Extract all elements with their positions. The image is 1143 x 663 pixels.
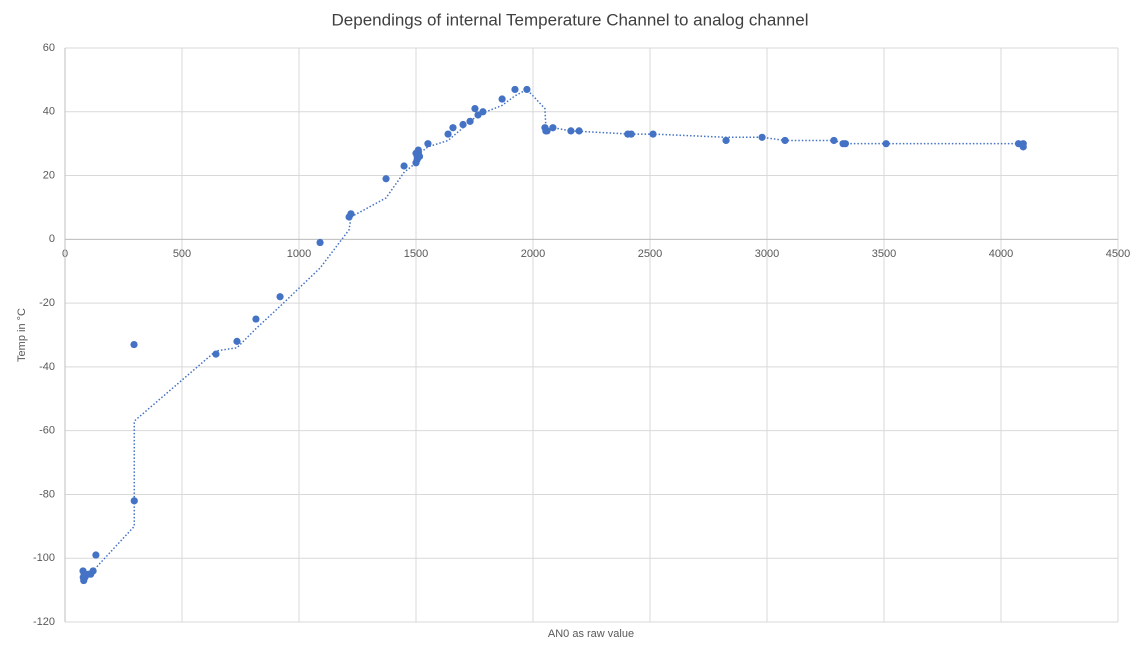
y-tick-label: 20 (43, 169, 55, 181)
y-tick-label: -40 (39, 361, 55, 373)
y-tick-label: -20 (39, 297, 55, 309)
point (471, 104, 479, 113)
point (252, 315, 260, 323)
point (479, 108, 487, 116)
y-tick-label: 0 (49, 233, 55, 245)
point (841, 140, 849, 148)
point (316, 238, 324, 247)
point (400, 162, 408, 170)
point (412, 149, 420, 157)
point (449, 124, 457, 132)
point (567, 127, 575, 135)
x-tick-label: 4000 (989, 248, 1013, 260)
y-axis-label: Temp in °C (16, 308, 28, 362)
x-tick-label: 4500 (1106, 248, 1130, 260)
point (276, 293, 284, 301)
point (549, 124, 557, 132)
y-tick-label: 60 (43, 42, 55, 54)
trend-line (82, 88, 1024, 578)
x-tick-label: 3000 (755, 248, 779, 260)
x-tick-label: 2500 (638, 248, 662, 260)
x-tick-label: 500 (173, 248, 191, 260)
x-tick-label: 2000 (521, 248, 545, 260)
y-tick-label: -80 (39, 488, 55, 500)
y-tick-label: 40 (43, 106, 55, 118)
point (130, 340, 138, 349)
point (444, 130, 452, 138)
point (347, 210, 355, 218)
point (459, 120, 467, 129)
point (212, 350, 220, 358)
y-tick-label: -120 (33, 616, 55, 628)
point (382, 175, 390, 183)
y-tick-label: -60 (39, 425, 55, 437)
point (498, 95, 506, 103)
x-tick-label: 3500 (872, 248, 896, 260)
y-tick-label: -100 (33, 552, 55, 564)
chart-title: Dependings of internal Temperature Chann… (332, 10, 809, 29)
point (722, 136, 730, 145)
point (466, 117, 474, 125)
point (424, 140, 432, 148)
x-axis-label: AN0 as raw value (548, 628, 634, 640)
point (543, 127, 551, 135)
point (758, 133, 766, 141)
point (233, 337, 241, 345)
x-tick-label: 1000 (287, 248, 311, 260)
point (92, 551, 100, 559)
point (511, 85, 519, 94)
point (523, 85, 531, 94)
x-tick-label: 1500 (404, 248, 428, 260)
